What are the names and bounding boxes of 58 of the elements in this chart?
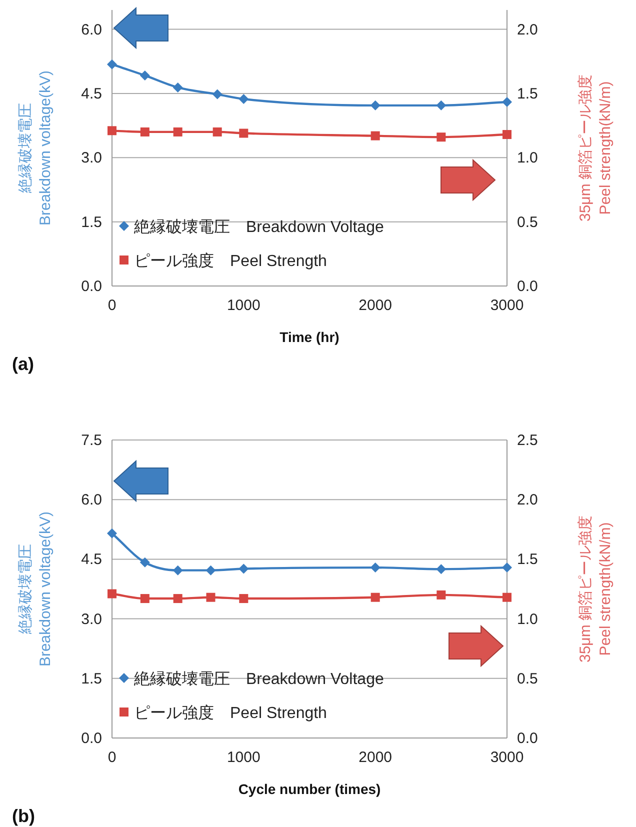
y-tick-label: 0.0 bbox=[81, 730, 102, 747]
y-axis-title: 絶縁破壊電圧 Breakdown voltage(kV) bbox=[17, 511, 54, 667]
y2-tick-label: 0.0 bbox=[517, 278, 538, 295]
y2-axis-title: 35μm 銅箔ピール強度 Peel strength(kN/m) bbox=[577, 74, 614, 222]
y2-tick-label: 1.5 bbox=[517, 551, 538, 568]
y2-axis-title: 35μm 銅箔ピール強度 Peel strength(kN/m) bbox=[577, 516, 614, 662]
y2-tick-label: 1.0 bbox=[517, 610, 538, 628]
point bbox=[436, 564, 446, 574]
x-tick-label: 0 bbox=[108, 297, 116, 314]
legend-label: 絶縁破壊電圧 Breakdown Voltage bbox=[133, 670, 384, 688]
y2-tick-label: 0.5 bbox=[517, 670, 538, 688]
y-tick-label: 7.5 bbox=[81, 432, 102, 449]
y-axis-title: 絶縁破壊電圧 Breakdown voltage(kV) bbox=[17, 70, 54, 226]
x-tick-label: 2000 bbox=[358, 297, 392, 314]
point bbox=[212, 89, 222, 100]
x-tick-label: 0 bbox=[108, 749, 116, 766]
y-tick-label: 6.0 bbox=[81, 492, 102, 509]
legend-label: ピール強度 Peel Strength bbox=[134, 252, 327, 270]
y-tick-label: 1.5 bbox=[81, 670, 102, 688]
point bbox=[238, 564, 249, 574]
y2-tick-label: 2.0 bbox=[517, 492, 538, 509]
x-axis-title: Time (hr) bbox=[280, 329, 340, 345]
point bbox=[436, 100, 446, 110]
x-tick-label: 2000 bbox=[358, 749, 392, 766]
x-tick-label: 3000 bbox=[490, 297, 524, 314]
y2-tick-label: 2.5 bbox=[517, 432, 538, 449]
point bbox=[370, 100, 380, 110]
x-tick-label: 1000 bbox=[226, 297, 260, 314]
y-tick-label: 4.5 bbox=[81, 85, 102, 102]
point bbox=[238, 94, 249, 104]
point bbox=[107, 528, 117, 538]
y2-tick-label: 1.5 bbox=[517, 85, 538, 102]
point bbox=[107, 59, 117, 70]
y-tick-label: 0.0 bbox=[81, 278, 102, 295]
x-tick-label: 1000 bbox=[226, 749, 260, 766]
y2-tick-label: 1.0 bbox=[517, 150, 538, 167]
legend-label: ピール強度 Peel Strength bbox=[134, 704, 327, 722]
y2-tick-label: 0.5 bbox=[517, 214, 538, 231]
y2-tick-label: 2.0 bbox=[517, 21, 538, 38]
y-tick-label: 4.5 bbox=[81, 551, 102, 568]
x-axis-title: Cycle number (times) bbox=[238, 781, 381, 797]
text: (b) bbox=[12, 806, 35, 826]
point bbox=[370, 562, 380, 573]
point bbox=[172, 82, 183, 92]
legend-label: 絶縁破壊電圧 Breakdown Voltage bbox=[133, 218, 384, 236]
point bbox=[502, 562, 512, 573]
y2-tick-label: 0.0 bbox=[517, 730, 538, 747]
point bbox=[140, 70, 150, 80]
point bbox=[502, 97, 512, 107]
x-tick-label: 3000 bbox=[490, 749, 524, 766]
point bbox=[172, 565, 183, 576]
text: (a) bbox=[12, 354, 34, 374]
y-tick-label: 1.5 bbox=[81, 214, 102, 231]
y-tick-label: 3.0 bbox=[81, 610, 102, 628]
y-tick-label: 3.0 bbox=[81, 150, 102, 167]
point bbox=[206, 565, 216, 576]
point bbox=[140, 557, 150, 568]
y-tick-label: 6.0 bbox=[81, 21, 102, 38]
